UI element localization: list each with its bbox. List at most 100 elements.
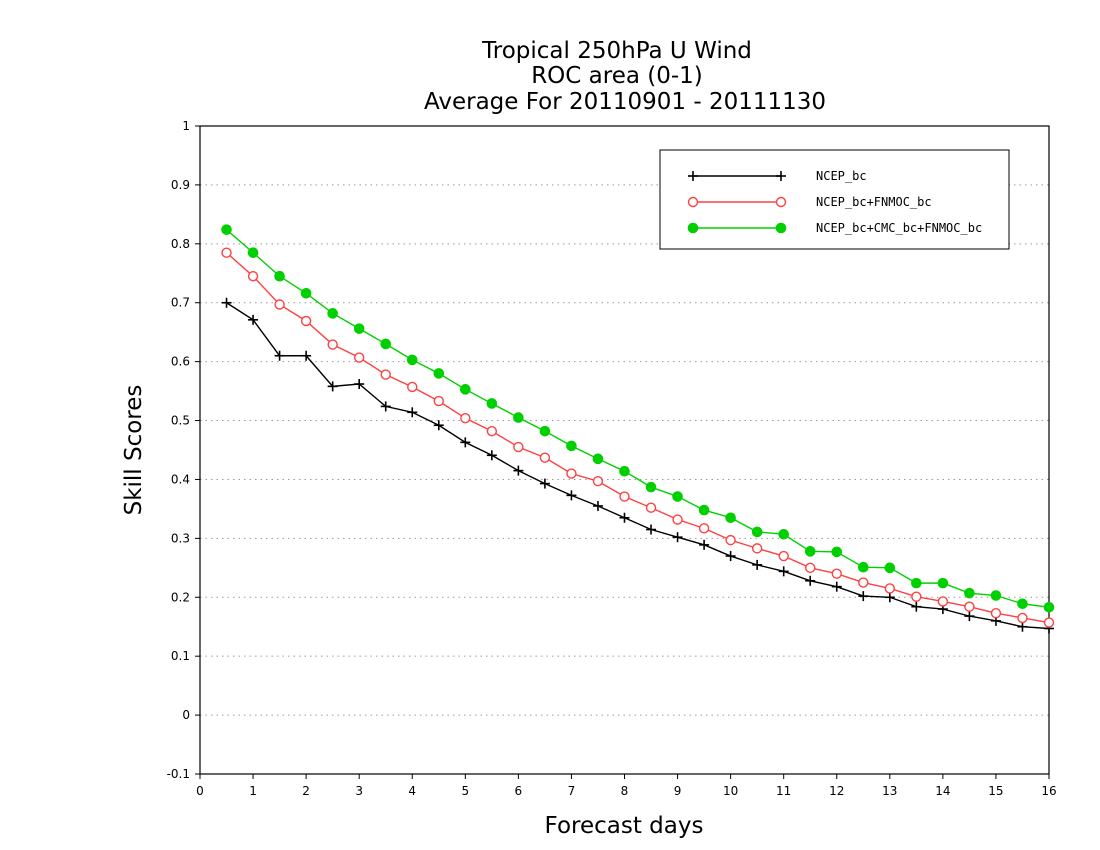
data-point [646, 524, 657, 535]
data-point [645, 481, 657, 493]
x-tick-label: 2 [302, 784, 310, 798]
legend-item: NCEP_bc+CMC_bc+FNMOC_bc [687, 221, 982, 235]
data-point [566, 490, 577, 501]
y-tick-label: -0.1 [167, 767, 190, 781]
series-0 [221, 297, 1054, 634]
y-tick-label: 0.7 [171, 296, 190, 310]
y-axis: -0.1 0 0.1 0.2 0.3 0.4 0.5 0.6 0.7 0.8 0.9 1 [167, 119, 200, 781]
x-tick-label: 10 [723, 784, 738, 798]
data-point [964, 611, 975, 622]
grid [200, 184, 1049, 716]
data-point [274, 350, 285, 361]
y-tick-label: 0.4 [171, 472, 190, 486]
legend-box [659, 149, 1010, 250]
data-point [672, 491, 683, 502]
legend-item: NCEP_bc+FNMOC_bc [687, 195, 932, 209]
chart-title-line-3: Average For 20110901 - 20111130 [424, 89, 826, 115]
x-tick-label: 16 [1041, 784, 1056, 798]
data-point [353, 352, 365, 363]
data-point [274, 299, 285, 310]
data-point [513, 412, 524, 423]
data-point [805, 575, 816, 586]
data-point [460, 412, 471, 424]
data-point [619, 465, 630, 477]
data-point [937, 596, 949, 607]
x-tick-label: 14 [935, 784, 950, 798]
y-tick-label: 0.8 [171, 237, 190, 251]
data-point [725, 534, 736, 546]
data-point [990, 607, 1002, 619]
y-tick-label: 0.3 [171, 531, 190, 545]
data-point [221, 224, 232, 235]
legend-item: NCEP_bc [688, 169, 867, 183]
data-point [805, 562, 816, 574]
data-point [592, 453, 604, 465]
series [221, 224, 1055, 634]
data-point [380, 338, 392, 350]
data-point [1043, 601, 1055, 613]
data-point [380, 369, 391, 380]
y-tick-label: 0.1 [171, 649, 190, 663]
data-point [858, 591, 869, 602]
data-point [884, 562, 896, 574]
data-point [964, 601, 975, 612]
chart-title: Tropical 250hPa U Wind ROC area (0-1) Av… [424, 38, 826, 115]
data-point [433, 368, 445, 379]
data-point [858, 577, 869, 588]
series-2 [221, 224, 1055, 613]
legend: NCEP_bc NCEP_bc+FNMOC_bc NCEP_bc+CMC_bc+FN… [659, 149, 1010, 250]
data-point [1017, 598, 1028, 610]
data-point [619, 512, 630, 523]
x-tick-label: 6 [515, 784, 523, 798]
data-point [247, 247, 259, 258]
data-point [460, 384, 471, 395]
legend-label: NCEP_bc+CMC_bc+FNMOC_bc [816, 221, 982, 235]
data-point [778, 528, 789, 540]
data-point [486, 425, 498, 437]
data-point [592, 476, 604, 487]
data-point [831, 546, 843, 558]
data-point [725, 512, 736, 524]
data-point [406, 354, 418, 366]
y-tick-label: 0.9 [171, 178, 190, 192]
series-1 [221, 247, 1055, 628]
data-point [751, 526, 763, 538]
x-tick-label: 15 [988, 784, 1003, 798]
legend-marker [775, 196, 787, 208]
data-point [300, 315, 312, 327]
legend-marker [776, 171, 786, 181]
data-point [248, 314, 259, 325]
y-tick-label: 0 [182, 708, 190, 722]
series-line [226, 252, 1050, 624]
x-tick-label: 7 [568, 784, 576, 798]
x-axis-title: Forecast days [545, 813, 704, 839]
data-point [301, 350, 312, 361]
data-point [884, 592, 895, 603]
legend-marker [775, 222, 787, 234]
data-point [460, 437, 471, 448]
data-point [911, 601, 922, 612]
data-point [513, 465, 524, 476]
data-point [699, 539, 710, 550]
data-point [221, 297, 232, 308]
data-point [274, 270, 285, 282]
x-tick-label: 8 [621, 784, 629, 798]
y-tick-label: 0.2 [171, 590, 190, 604]
data-point [672, 514, 683, 525]
data-point [327, 381, 338, 392]
data-point [752, 559, 763, 570]
data-point [486, 450, 497, 461]
data-point [592, 500, 603, 511]
data-point [672, 532, 683, 543]
data-point [698, 523, 710, 534]
data-point [407, 381, 418, 393]
data-point [539, 478, 550, 489]
chart-title-line-2: ROC area (0-1) [531, 63, 703, 89]
data-point [380, 401, 391, 412]
data-point [751, 543, 763, 554]
data-point [725, 551, 736, 562]
data-point [566, 440, 577, 452]
data-point [1017, 612, 1028, 624]
data-point [327, 339, 338, 350]
